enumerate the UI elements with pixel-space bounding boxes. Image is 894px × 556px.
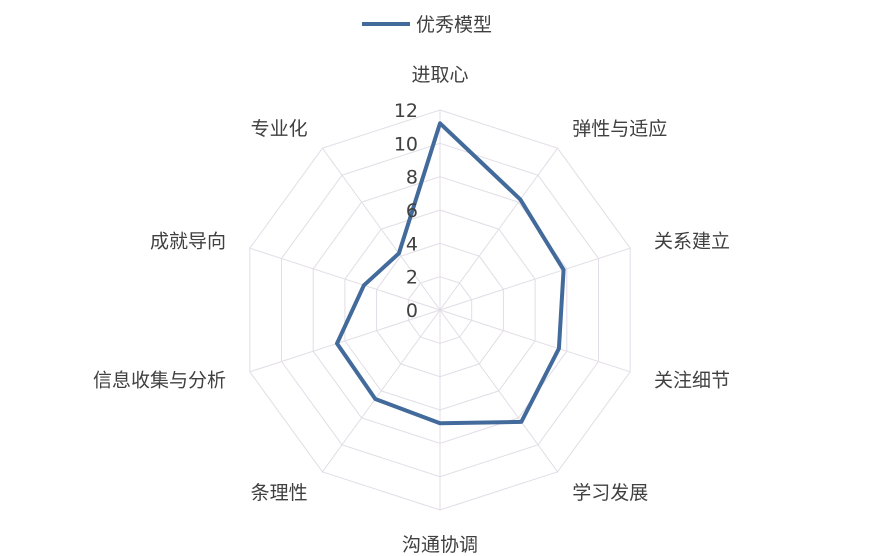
spoke-8	[249, 309, 441, 373]
axis-label-3: 关系建立	[654, 231, 730, 253]
tick-label: 4	[406, 233, 418, 255]
spoke-layer	[249, 110, 631, 510]
series-layer	[335, 121, 566, 426]
legend: 优秀模型	[362, 14, 492, 36]
axis-label-1: 进取心	[411, 64, 468, 86]
axis-label-7: 条理性	[251, 482, 308, 504]
spoke-3	[439, 247, 631, 311]
spoke-2	[439, 147, 559, 311]
axis-label-6: 沟通协调	[402, 534, 478, 556]
tick-label: 10	[394, 133, 418, 155]
series-line	[335, 121, 566, 426]
spoke-10	[321, 147, 441, 311]
tick-label: 12	[394, 100, 418, 122]
axis-label-2: 弹性与适应	[572, 118, 667, 140]
axis-label-9: 成就导向	[150, 231, 226, 253]
axis-label-4: 关注细节	[654, 370, 730, 392]
spoke-4	[439, 309, 631, 373]
axis-label-8: 信息收集与分析	[93, 370, 226, 392]
axis-label-10: 专业化	[251, 118, 308, 140]
spoke-7	[321, 309, 441, 473]
axis-label-5: 学习发展	[572, 482, 648, 504]
spoke-5	[439, 309, 559, 473]
tick-label: 6	[406, 200, 418, 222]
spoke-9	[249, 247, 441, 311]
legend-label: 优秀模型	[416, 14, 492, 36]
tick-label: 8	[406, 167, 418, 189]
tick-layer: 0 2 4 6 8 10 12	[394, 100, 418, 322]
tick-label: 0	[406, 300, 418, 322]
tick-label: 2	[406, 267, 418, 289]
